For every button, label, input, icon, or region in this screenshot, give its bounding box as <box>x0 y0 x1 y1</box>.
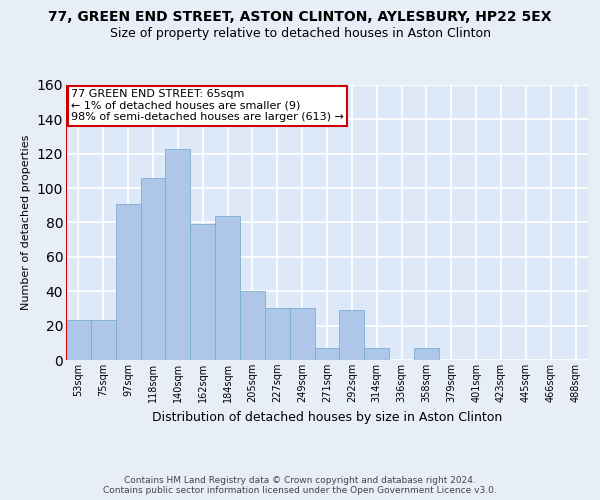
Y-axis label: Number of detached properties: Number of detached properties <box>21 135 31 310</box>
Bar <box>91 320 116 360</box>
Bar <box>215 216 240 360</box>
Bar <box>66 320 91 360</box>
Bar <box>265 308 290 360</box>
Text: Contains HM Land Registry data © Crown copyright and database right 2024.
Contai: Contains HM Land Registry data © Crown c… <box>103 476 497 495</box>
Bar <box>314 348 340 360</box>
Bar <box>166 148 190 360</box>
Text: 77 GREEN END STREET: 65sqm
← 1% of detached houses are smaller (9)
98% of semi-d: 77 GREEN END STREET: 65sqm ← 1% of detac… <box>71 89 344 122</box>
Bar <box>116 204 140 360</box>
Bar <box>364 348 389 360</box>
Text: 77, GREEN END STREET, ASTON CLINTON, AYLESBURY, HP22 5EX: 77, GREEN END STREET, ASTON CLINTON, AYL… <box>48 10 552 24</box>
Bar <box>140 178 166 360</box>
X-axis label: Distribution of detached houses by size in Aston Clinton: Distribution of detached houses by size … <box>152 410 502 424</box>
Bar <box>290 308 314 360</box>
Text: Size of property relative to detached houses in Aston Clinton: Size of property relative to detached ho… <box>110 28 491 40</box>
Bar <box>190 224 215 360</box>
Bar <box>340 310 364 360</box>
Bar <box>414 348 439 360</box>
Bar <box>240 291 265 360</box>
